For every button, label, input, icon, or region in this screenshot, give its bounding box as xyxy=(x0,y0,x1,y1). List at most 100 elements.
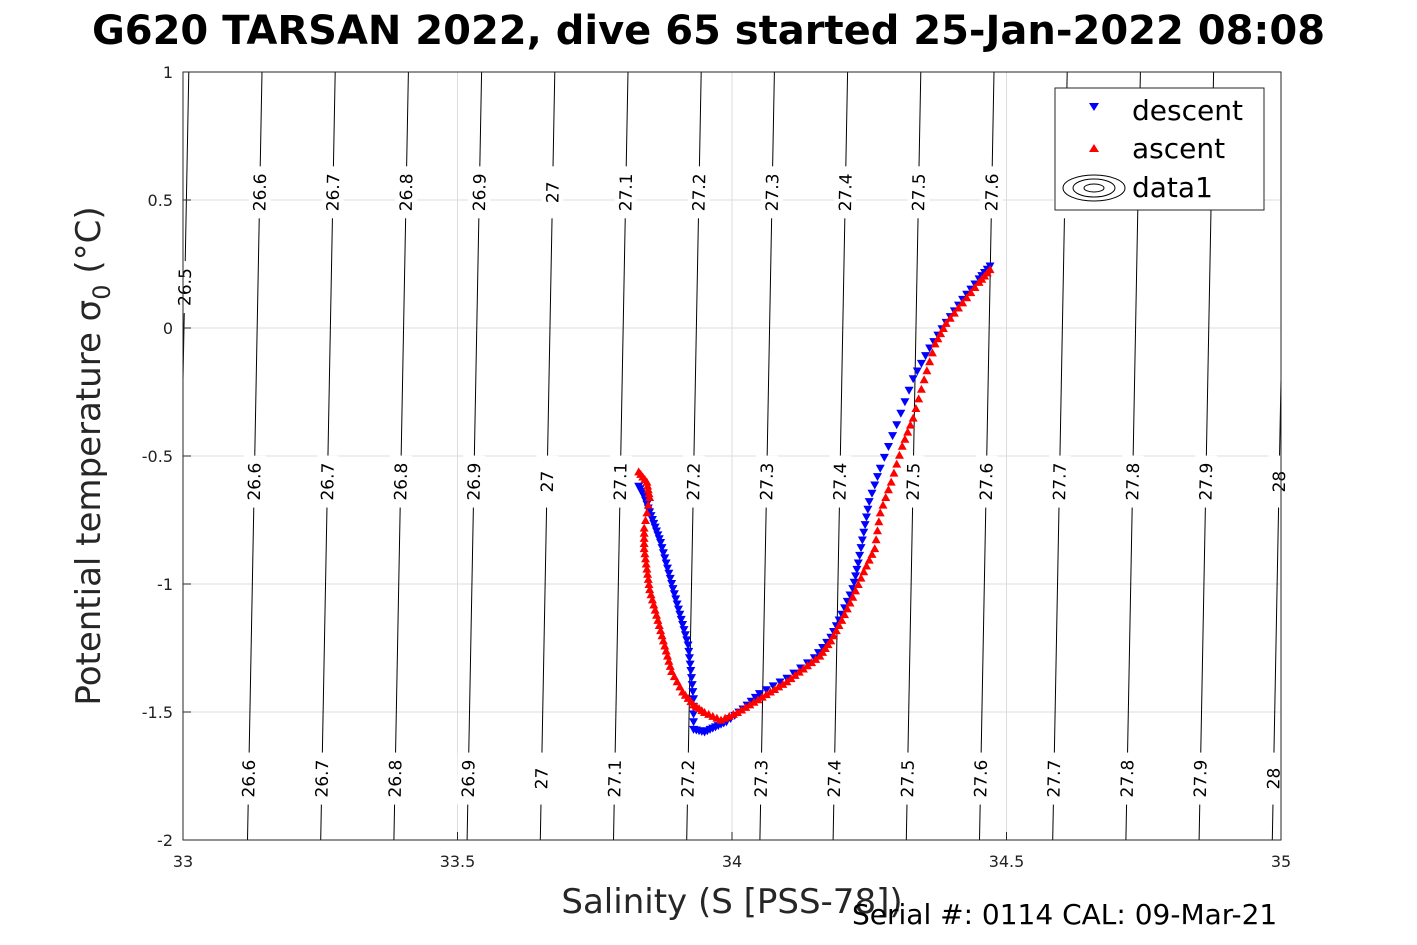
descent-point xyxy=(672,600,682,609)
ascent-point-fill xyxy=(970,283,980,292)
contour-label-bg xyxy=(969,752,993,805)
contour-label-bg xyxy=(529,752,553,805)
contour-label: 26.6 xyxy=(250,173,271,211)
contour-label: 27.6 xyxy=(971,759,992,797)
ascent-point-fill xyxy=(641,559,651,568)
ascent-point-fill xyxy=(778,679,788,688)
contour-label: 27 xyxy=(543,181,563,203)
descent-point-fill xyxy=(687,681,697,690)
ascent-point-fill xyxy=(889,468,899,477)
contour-label: 27.2 xyxy=(679,759,700,797)
contour-label: 26.7 xyxy=(318,463,339,501)
x-tick-label: 33 xyxy=(173,852,193,871)
contour-label-bg xyxy=(828,455,852,508)
contour-label: 27.4 xyxy=(836,173,857,211)
legend-contour-icon xyxy=(1062,174,1126,202)
descent-point-fill xyxy=(673,605,683,614)
ascent-point-fill xyxy=(644,580,654,588)
ascent-point-fill xyxy=(922,366,932,375)
ascent-series xyxy=(634,265,995,724)
contour-label-bg xyxy=(315,455,339,508)
descent-point-fill xyxy=(685,660,695,669)
contour-label: 26.8 xyxy=(397,173,418,211)
axes: 33 33.5 34 34.5 35 -2 -1.5 -1 -0.5 0 0.5 1 xyxy=(142,63,1291,871)
legend: descent ascent data1 xyxy=(1054,87,1265,211)
contour-label-bg xyxy=(681,455,705,508)
descent-point-fill xyxy=(680,631,690,640)
ascent-point-fill xyxy=(925,357,935,366)
ascent-point-fill xyxy=(831,626,841,635)
ascent-point-fill xyxy=(936,329,946,338)
ascent-point-fill xyxy=(665,661,675,670)
descent-point-fill xyxy=(689,718,699,727)
contour-label-bg xyxy=(1261,752,1285,805)
ascent-point xyxy=(765,687,775,696)
contour-label-bg xyxy=(248,166,272,219)
ascent-point-fill xyxy=(642,508,652,517)
contour-label: 26.9 xyxy=(459,759,480,797)
contour-label-bg xyxy=(974,455,998,508)
ascent-point-fill xyxy=(945,313,955,322)
ascent-point xyxy=(875,508,885,517)
ascent-point-fill xyxy=(829,631,839,640)
descent-point xyxy=(853,559,863,568)
descent-point-fill xyxy=(855,551,865,560)
ascent-point-fill xyxy=(856,573,866,582)
ascent-point-fill xyxy=(794,667,804,676)
ascent-point xyxy=(826,636,836,645)
descent-point-fill xyxy=(684,654,694,663)
ascent-point-fill xyxy=(641,554,651,563)
contour-label: 27.8 xyxy=(1123,463,1144,501)
descent-point-fill xyxy=(813,649,823,658)
contour-label: 27.4 xyxy=(831,463,852,501)
ascent-point xyxy=(639,523,649,532)
ascent-point-fill xyxy=(878,500,888,509)
ascent-point-fill xyxy=(911,404,921,412)
descent-point-fill xyxy=(921,352,931,361)
y-tick-label: -2 xyxy=(157,831,173,850)
y-tick-label: -0.5 xyxy=(142,447,173,466)
contour-label-bg xyxy=(687,166,711,219)
contour-label-bg xyxy=(822,752,846,805)
legend-descent-marker xyxy=(1089,103,1099,111)
descent-point-fill xyxy=(688,688,698,697)
ascent-point xyxy=(645,492,655,501)
ascent-point xyxy=(958,298,968,307)
ascent-point-fill xyxy=(871,535,881,544)
ascent-point-fill xyxy=(643,500,653,509)
ascent-point-fill xyxy=(653,615,663,624)
ascent-point-fill xyxy=(872,526,882,535)
contour-label-bg xyxy=(755,455,779,508)
contour-label: 28 xyxy=(1264,768,1284,790)
ascent-point-fill xyxy=(811,654,821,663)
legend-descent-label: descent xyxy=(1132,94,1243,127)
ascent-point-fill xyxy=(649,600,659,609)
descent-point-fill xyxy=(863,505,873,514)
descent-point-fill xyxy=(676,615,686,624)
chart-title: G620 TARSAN 2022, dive 65 started 25-Jan… xyxy=(91,8,1326,54)
ascent-point-fill xyxy=(745,700,755,709)
legend-ascent-marker xyxy=(1089,144,1099,152)
contour-label-bg xyxy=(833,166,857,219)
ascent-point xyxy=(749,697,759,706)
contour-label: 26.7 xyxy=(324,173,345,211)
contour-label: 27.7 xyxy=(1050,463,1071,501)
contour-label: 27.5 xyxy=(898,759,919,797)
ascent-point xyxy=(661,646,671,655)
y-tick-label: 0 xyxy=(163,319,173,338)
ascent-point-fill xyxy=(770,684,780,693)
ascent-point-fill xyxy=(786,674,796,683)
contour-label-bg xyxy=(1121,455,1145,508)
descent-point-fill xyxy=(857,536,867,545)
descent-point-fill xyxy=(660,554,670,563)
contour-label-bg xyxy=(237,752,261,805)
contour-label: 27.3 xyxy=(752,759,773,797)
ascent-point-fill xyxy=(881,492,891,501)
ascent-point-fill xyxy=(962,293,972,302)
ascent-point-fill xyxy=(639,533,649,542)
ascent-point-fill xyxy=(669,672,679,681)
ascent-point xyxy=(870,544,880,553)
descent-point-fill xyxy=(658,549,668,558)
descent-point xyxy=(864,498,874,507)
